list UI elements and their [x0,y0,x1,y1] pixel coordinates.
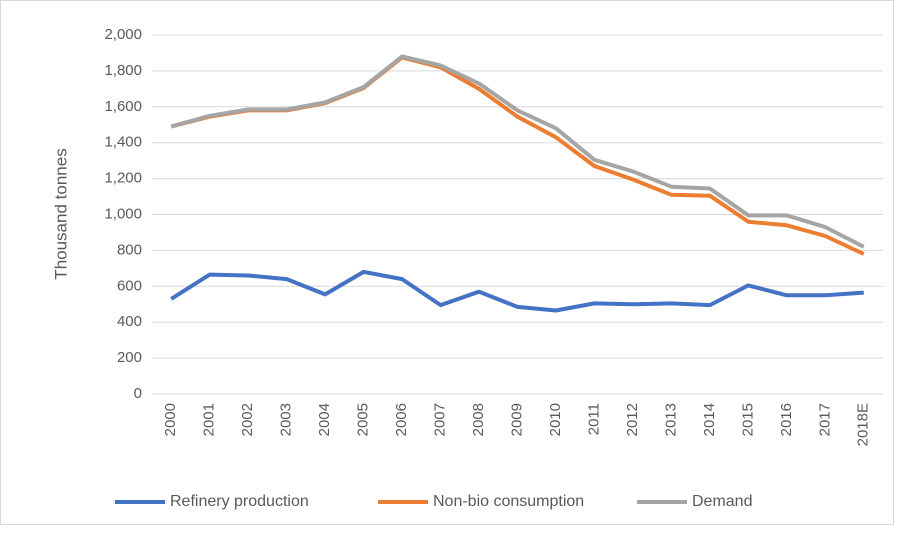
y-tick-label: 400 [117,313,142,330]
y-tick-label: 200 [117,349,142,366]
legend-label: Refinery production [170,493,309,510]
x-tick-label: 2016 [778,403,795,436]
y-axis-title: Thousand tonnes [51,148,70,279]
y-tick-label: 800 [117,241,142,258]
series-line [170,269,864,313]
x-tick-label: 2017 [816,403,833,436]
x-tick-label: 2006 [393,403,410,436]
x-tick-label: 2002 [239,403,256,436]
y-tick-label: 1,600 [104,98,142,115]
legend-label: Demand [692,493,752,510]
x-tick-label: 2000 [162,403,179,436]
y-tick-label: 1,800 [104,62,142,79]
x-tick-label: 2009 [508,403,525,436]
y-tick-label: 0 [134,385,142,402]
x-tick-label: 2013 [662,403,679,436]
x-tick-label: 2014 [701,403,718,436]
y-tick-label: 2,000 [104,26,142,43]
x-tick-label: 2001 [201,403,218,436]
y-tick-label: 1,400 [104,134,142,151]
legend-label: Non-bio consumption [433,493,584,510]
x-tick-label: 2003 [278,403,295,436]
x-tick-label: 2010 [547,403,564,436]
y-tick-label: 600 [117,277,142,294]
x-tick-label: 2004 [316,403,333,436]
x-tick-label: 2011 [585,403,602,435]
x-tick-label: 2015 [739,403,756,436]
chart-frame [0,0,894,525]
x-tick-label: 2018E [855,403,872,446]
series-line [170,54,865,249]
x-tick-label: 2012 [624,403,641,436]
y-tick-label: 1,000 [104,205,142,222]
y-tick-label: 1,200 [104,170,142,187]
x-tick-label: 2008 [470,403,487,436]
x-tick-label: 2007 [432,403,449,436]
x-tick-label: 2005 [355,403,372,436]
